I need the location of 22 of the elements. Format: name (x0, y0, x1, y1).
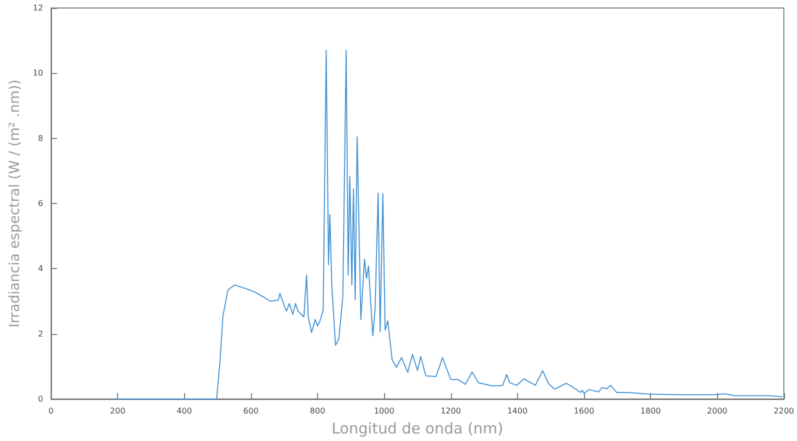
y-tick-label: 12 (32, 4, 44, 12)
y-tick-label: 6 (38, 199, 44, 208)
y-tick-label: 2 (38, 329, 44, 338)
x-tick-label: 1000 (374, 406, 394, 416)
x-tick-label: 1800 (640, 406, 661, 416)
x-tick-label: 2200 (774, 406, 794, 416)
x-tick-label: 200 (110, 406, 126, 416)
y-tick-label: 8 (38, 134, 44, 143)
x-tick-label: 0 (48, 406, 54, 416)
x-tick-label: 1400 (507, 406, 528, 416)
y-tick-label: 10 (32, 68, 44, 78)
x-tick-label: 2000 (707, 406, 728, 416)
x-tick-label: 1200 (440, 406, 461, 416)
x-tick-label: 600 (243, 406, 259, 416)
line-series (114, 50, 783, 400)
y-axis-title: Irradiancia espectral (W / (m² .nm)) (7, 79, 23, 328)
x-tick-label: 800 (310, 406, 326, 416)
x-axis-title: Longitud de onda (nm) (332, 420, 504, 438)
y-tick-label: 4 (38, 264, 44, 274)
x-tick-label: 400 (176, 406, 192, 416)
x-tick-label: 1600 (574, 406, 594, 416)
y-tick-label: 0 (38, 394, 44, 404)
